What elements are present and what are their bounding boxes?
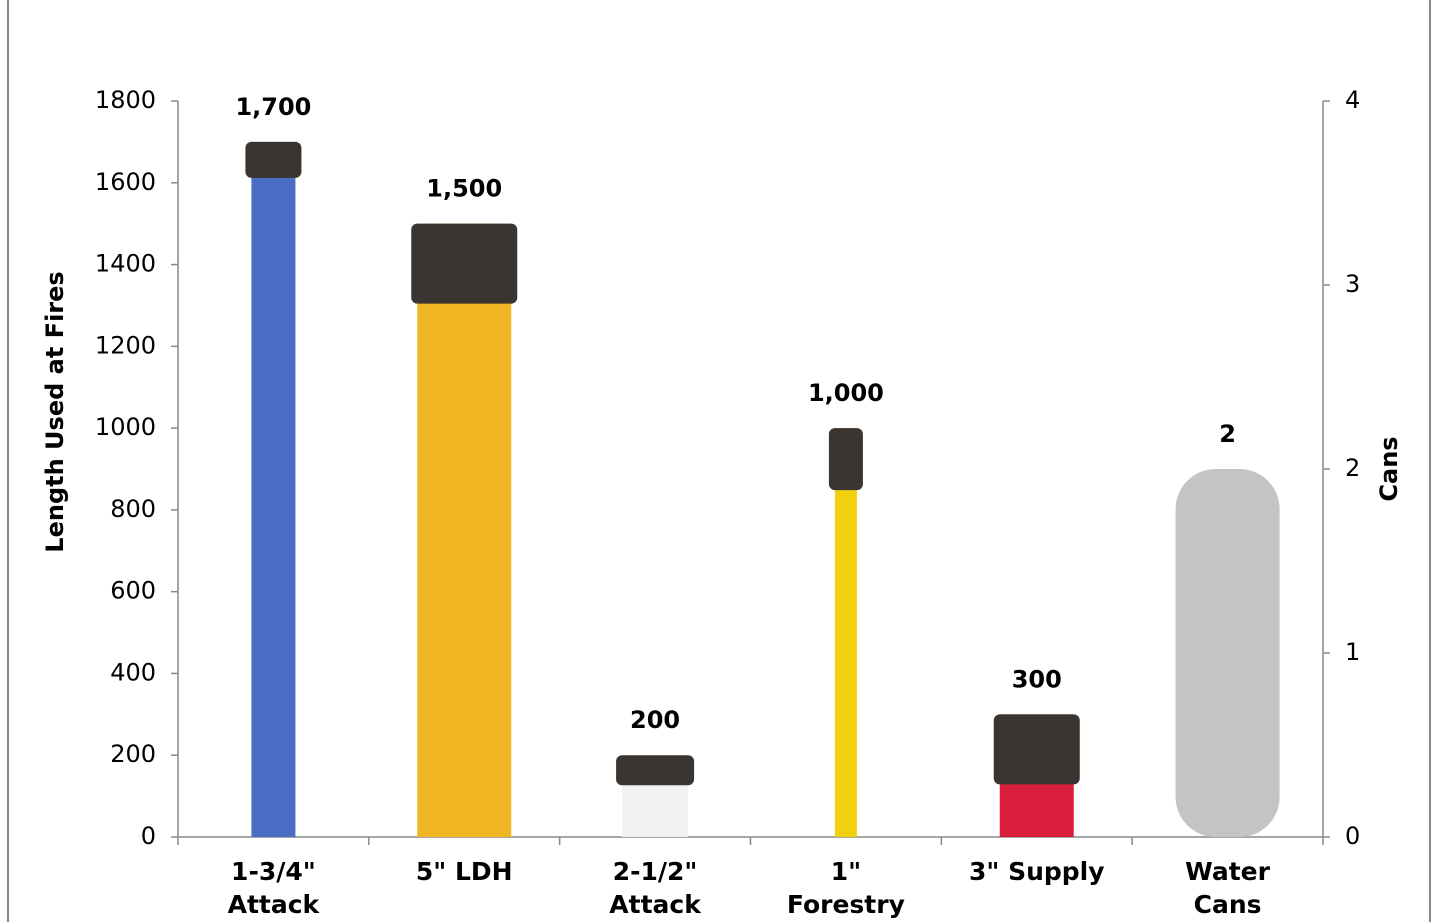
coupling xyxy=(411,223,518,304)
y2-tick-label: 3 xyxy=(1345,270,1360,298)
x-tick-label: 1-3/4" Attack xyxy=(227,857,320,919)
bar xyxy=(1175,469,1280,837)
bar xyxy=(834,428,857,837)
y-tick-label: 1200 xyxy=(95,331,156,359)
y2-tick-label: 2 xyxy=(1345,454,1360,482)
x-tick-label: 3" Supply xyxy=(968,857,1105,886)
y-tick-label: 600 xyxy=(110,577,156,605)
y2-axis-label: Cans xyxy=(1375,436,1403,501)
y2-tick-label: 0 xyxy=(1345,822,1360,850)
frame xyxy=(7,0,1431,922)
value-label: 1,500 xyxy=(426,175,502,203)
y-tick-label: 1600 xyxy=(95,168,156,196)
value-label: 1,000 xyxy=(808,379,884,407)
y-tick-label: 400 xyxy=(110,658,156,686)
y-tick-label: 800 xyxy=(110,495,156,523)
bar xyxy=(251,141,296,837)
x-tick-label: 2-1/2" Attack xyxy=(609,857,701,919)
y-tick-label: 200 xyxy=(110,740,156,768)
coupling xyxy=(828,428,863,491)
bar xyxy=(417,223,512,837)
y-axis-label: Length Used at Fires xyxy=(41,271,69,552)
coupling xyxy=(616,755,695,786)
y-tick-label: 1400 xyxy=(95,250,156,278)
value-label: 2 xyxy=(1219,420,1236,448)
y2-tick-label: 4 xyxy=(1345,86,1360,114)
x-tick-label: Water Cans xyxy=(1185,857,1270,919)
y-tick-label: 1800 xyxy=(95,86,156,114)
y2-tick-label: 1 xyxy=(1345,638,1360,666)
coupling xyxy=(993,714,1080,785)
value-label: 300 xyxy=(1012,665,1062,693)
value-label: 1,700 xyxy=(235,93,311,121)
y-tick-label: 1000 xyxy=(95,413,156,441)
x-tick-label: 1" Forestry xyxy=(786,857,905,919)
x-tick-label: 5" LDH xyxy=(415,857,513,886)
coupling xyxy=(245,141,302,178)
value-label: 200 xyxy=(630,706,680,734)
y-tick-label: 0 xyxy=(141,822,156,850)
